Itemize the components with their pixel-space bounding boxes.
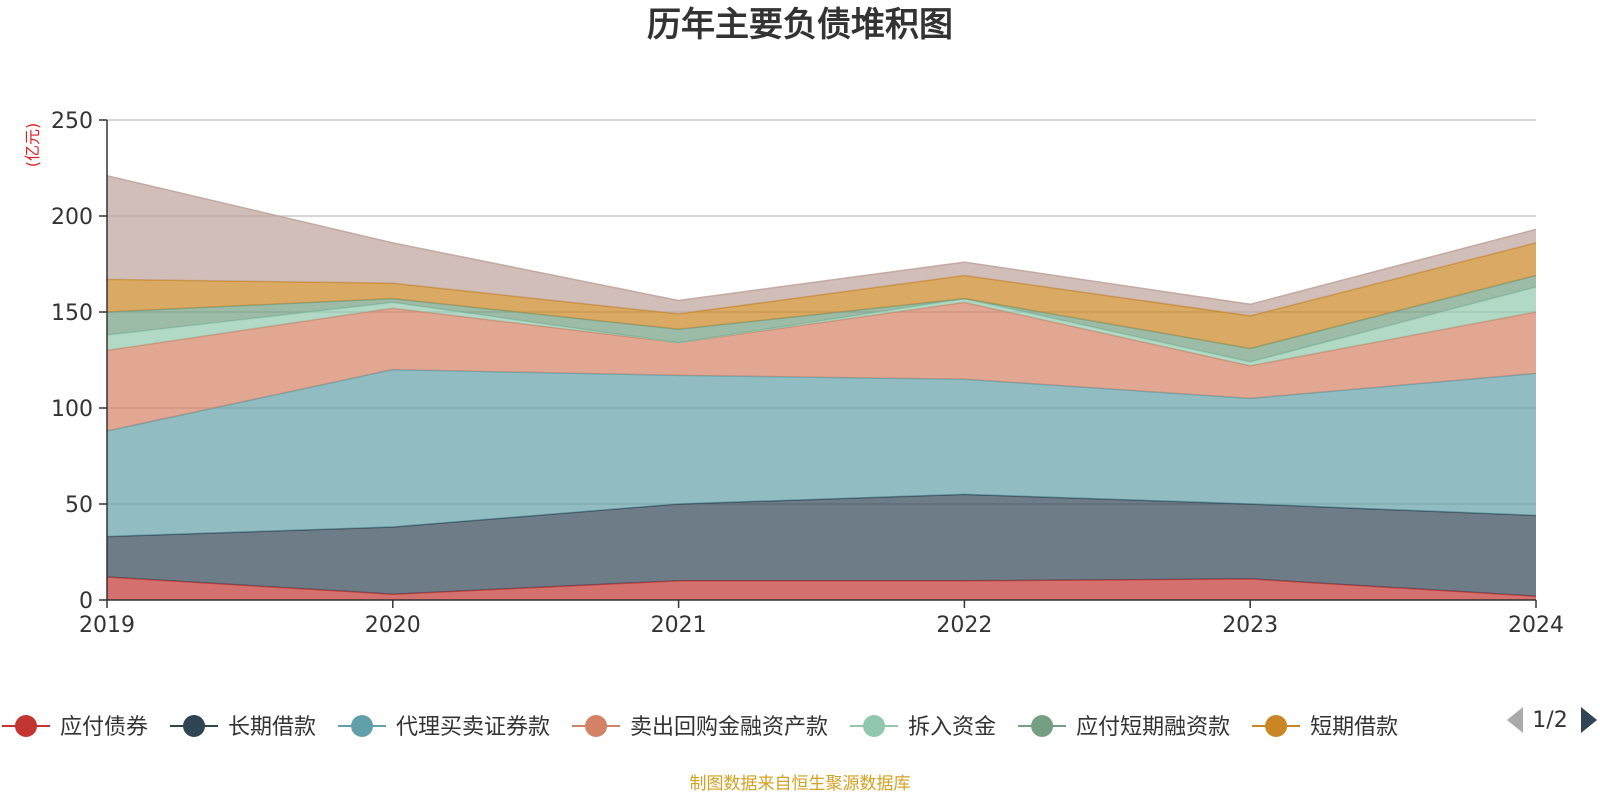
legend-pager[interactable]: 1/2 [1507, 707, 1597, 733]
legend-page-indicator: 1/2 [1532, 708, 1567, 733]
area-series-7[interactable] [107, 242, 1536, 349]
y-tick-label: 250 [51, 109, 93, 134]
area-series-edge-8 [106, 174, 1537, 306]
area-series-edge-6 [106, 274, 1537, 350]
area-series-1[interactable] [107, 577, 1536, 600]
area-series-3[interactable] [107, 369, 1536, 537]
legend-marker-icon [1265, 715, 1288, 737]
y-tick-label: 50 [65, 493, 93, 518]
legend-marker-icon [863, 715, 886, 737]
legend-next-page-icon[interactable] [1581, 707, 1597, 733]
x-tick-label: 2023 [1222, 613, 1278, 638]
legend-marker-icon [1031, 715, 1054, 737]
legend-marker-icon [15, 715, 37, 737]
legend-item-3[interactable]: 代理买卖证券款 [338, 715, 550, 740]
x-tick-label: 2021 [651, 613, 707, 638]
legend[interactable]: 应付债券 长期借款 代理买卖证券款 卖出回购金融资产款 拆入资金 应付短期融资款 短期借款 [2, 715, 1398, 740]
y-tick-label: 100 [51, 397, 93, 422]
legend-label: 长期借款 [228, 715, 316, 740]
y-tick-label: 150 [51, 301, 93, 326]
legend-item-1[interactable]: 应付债券 [2, 715, 148, 740]
legend-item-5[interactable]: 拆入资金 [850, 715, 996, 740]
axes: 0 50 100 150 200 250 2019 2020 2021 2022 2023 2024 [51, 109, 1564, 638]
legend-label: 拆入资金 [908, 715, 996, 740]
legend-item-7[interactable]: 短期借款 [1252, 715, 1398, 740]
chart-title: 历年主要负债堆积图 [647, 5, 953, 45]
area-series-2[interactable] [107, 494, 1536, 597]
legend-label: 短期借款 [1310, 715, 1398, 740]
legend-label: 应付短期融资款 [1076, 715, 1230, 740]
y-tick-label: 0 [79, 589, 93, 614]
x-tick-label: 2019 [79, 613, 135, 638]
area-series-4[interactable] [107, 302, 1536, 431]
x-tick-label: 2022 [936, 613, 992, 638]
legend-label: 应付债券 [60, 715, 148, 740]
area-series-8[interactable] [107, 175, 1536, 316]
legend-label: 代理买卖证券款 [396, 715, 550, 740]
legend-item-4[interactable]: 卖出回购金融资产款 [572, 715, 828, 740]
legend-item-2[interactable]: 长期借款 [170, 715, 316, 740]
legend-marker-icon [585, 715, 608, 737]
legend-prev-page-icon[interactable] [1507, 707, 1523, 733]
area-series-group [106, 174, 1537, 600]
area-series-6[interactable] [107, 275, 1536, 362]
data-source-note: 制图数据来自恒生聚源数据库 [690, 774, 911, 794]
legend-label: 卖出回购金融资产款 [630, 715, 828, 740]
legend-marker-icon [351, 715, 374, 737]
x-tick-label: 2020 [365, 613, 421, 638]
y-axis-unit: (亿元) [23, 123, 42, 168]
y-tick-label: 200 [51, 205, 93, 230]
area-series-edge-7 [106, 242, 1537, 317]
x-tick-label: 2024 [1508, 613, 1564, 638]
legend-item-6[interactable]: 应付短期融资款 [1018, 715, 1230, 740]
legend-marker-icon [183, 715, 206, 737]
